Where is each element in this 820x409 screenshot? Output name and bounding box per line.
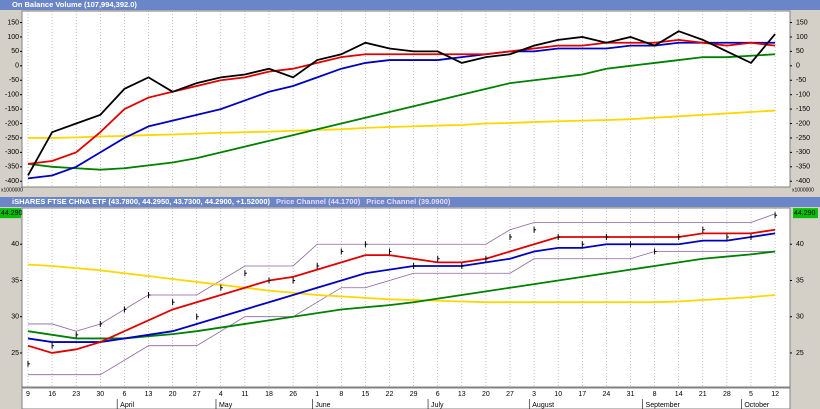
last-value-label-right: 44.290 <box>794 210 816 217</box>
x-tick-label: 11 <box>241 391 248 398</box>
x-tick-label: 27 <box>193 391 201 398</box>
x-tick-label: 20 <box>169 391 177 398</box>
month-label: July <box>431 402 444 409</box>
x-tick-label: 16 <box>48 391 56 398</box>
series-line <box>28 213 776 332</box>
y-tick-label: -100 <box>5 92 19 99</box>
y-tick-label: -200 <box>5 120 19 127</box>
x-tick-label: 15 <box>362 391 370 398</box>
y-tick-label: 100 <box>7 34 19 41</box>
series-line <box>27 41 776 180</box>
y-tick-label-right: -300 <box>796 149 810 156</box>
x-tick-label: 8 <box>653 391 657 398</box>
last-value-label: 44.290 <box>1 210 23 217</box>
chart-title: On Balance Volume (107,994,392.0) <box>12 0 137 9</box>
last-value-box-right <box>793 208 818 219</box>
x-tick-label: 4 <box>219 391 223 398</box>
x-tick-label: 30 <box>96 391 104 398</box>
x-tick-label: 24 <box>603 391 611 398</box>
y-tick-label-right: -50 <box>796 77 806 84</box>
series-line <box>27 228 776 354</box>
y-tick-label: 40 <box>11 241 19 248</box>
y-tick-label-right: 30 <box>796 314 804 321</box>
y-tick-label: 0 <box>15 63 19 70</box>
y-tick-label-right: -200 <box>796 120 810 127</box>
month-label: April <box>120 402 134 409</box>
y-tick-label: -350 <box>5 164 19 171</box>
unit-label: x1000000 <box>1 187 23 193</box>
y-tick-label: -250 <box>5 135 19 142</box>
x-tick-label: 18 <box>265 391 273 398</box>
y-tick-label-right: 0 <box>796 63 800 70</box>
y-tick-label: 35 <box>11 277 19 284</box>
x-tick-label: 13 <box>458 391 466 398</box>
x-tick-label: 14 <box>675 391 683 398</box>
title-bar <box>0 0 820 10</box>
chart-title: iSHARES FTSE CHNA ETF (43.7800, 44.2950,… <box>12 197 270 206</box>
plot-area <box>21 207 791 388</box>
x-tick-label: 22 <box>386 391 394 398</box>
last-value-box <box>0 208 21 219</box>
y-tick-label: 25 <box>11 350 19 357</box>
y-tick-label-right: 35 <box>796 277 804 284</box>
x-tick-label: 21 <box>699 391 707 398</box>
series-line <box>28 251 776 376</box>
unit-label-right: x1000000 <box>792 187 814 193</box>
x-tick-label: 26 <box>289 391 297 398</box>
x-tick-label: 1 <box>315 391 319 398</box>
y-tick-label-right: -400 <box>796 178 810 185</box>
x-tick-label: 31 <box>627 391 635 398</box>
series-line <box>27 38 776 165</box>
y-tick-label-right: 50 <box>796 48 804 55</box>
series-line <box>27 53 776 171</box>
x-tick-label: 8 <box>339 391 343 398</box>
x-tick-label: 12 <box>771 391 779 398</box>
x-tick-label: 6 <box>122 391 126 398</box>
plot-area <box>21 10 791 188</box>
x-tick-label: 28 <box>723 391 731 398</box>
series-line <box>27 232 776 343</box>
y-tick-label: -50 <box>9 77 19 84</box>
x-tick-label: 9 <box>26 391 30 398</box>
y-tick-label-right: 40 <box>796 241 804 248</box>
legend-entry: Price Channel (39.0900) <box>366 197 451 206</box>
x-tick-label: 27 <box>506 391 514 398</box>
y-tick-label: 30 <box>11 314 19 321</box>
month-label: October <box>744 402 770 409</box>
y-tick-label: 150 <box>7 19 19 26</box>
x-tick-label: 6 <box>436 391 440 398</box>
series-line <box>27 30 776 176</box>
series-line <box>27 263 776 304</box>
x-tick-label: 13 <box>145 391 153 398</box>
y-tick-label: 50 <box>11 48 19 55</box>
y-tick-label-right: -150 <box>796 106 810 113</box>
month-label: September <box>646 402 681 409</box>
series-line <box>27 250 776 340</box>
month-label: June <box>315 402 330 409</box>
y-tick-label: -300 <box>5 149 19 156</box>
x-tick-label: 5 <box>749 391 753 398</box>
month-label: August <box>532 402 554 409</box>
y-tick-label-right: -350 <box>796 164 810 171</box>
y-tick-label-right: 100 <box>796 34 808 41</box>
x-tick-label: 17 <box>578 391 586 398</box>
y-tick-label-right: -250 <box>796 135 810 142</box>
y-tick-label: -400 <box>5 178 19 185</box>
x-tick-label: 20 <box>482 391 490 398</box>
month-label: May <box>219 402 233 409</box>
x-tick-label: 3 <box>532 391 536 398</box>
legend-entry: Price Channel (44.1700) <box>276 197 361 206</box>
y-tick-label-right: 150 <box>796 19 808 26</box>
y-tick-label-right: -100 <box>796 92 810 99</box>
x-axis-band <box>21 387 791 409</box>
title-bar <box>0 197 820 207</box>
y-tick-label: -150 <box>5 106 19 113</box>
x-tick-label: 29 <box>410 391 418 398</box>
x-tick-label: 23 <box>72 391 80 398</box>
x-tick-label: 10 <box>554 391 562 398</box>
y-tick-label-right: 25 <box>796 350 804 357</box>
series-line <box>28 109 776 139</box>
